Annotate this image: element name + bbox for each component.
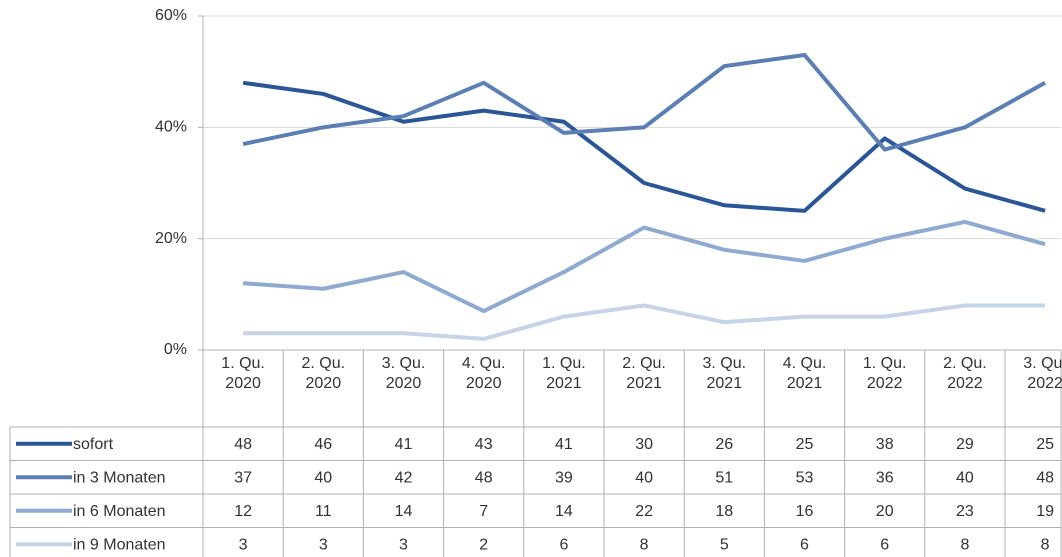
x-tick-label: 4. Qu. 2020 [461,355,506,392]
legend-label: sofort [73,436,114,453]
table-value: 11 [315,503,332,520]
table-value: 30 [635,436,653,453]
table-value: 6 [800,536,809,553]
table-value: 48 [1036,469,1054,486]
table-value: 5 [720,536,729,553]
x-tick-label: 4. Qu. 2021 [782,355,827,392]
table-value: 43 [475,436,493,453]
table-value: 42 [395,469,413,486]
x-tick-label: 2. Qu. 2020 [301,355,346,392]
table-value: 20 [876,503,894,520]
table-value: 19 [1036,503,1054,520]
table-value: 39 [555,469,573,486]
x-tick-label: 1. Qu. 2021 [542,355,586,392]
x-tick-label: 3. Qu. 2020 [381,355,426,392]
table-value: 37 [234,469,252,486]
table-value: 48 [234,436,252,453]
table-value: 18 [715,503,733,520]
table-value: 3 [239,536,248,553]
series-line [242,52,1047,152]
table-value: 36 [876,469,894,486]
table-value: 7 [479,503,488,520]
table-value: 48 [475,469,493,486]
table-value: 2 [479,536,488,553]
table-value: 46 [314,436,332,453]
legend-label: in 6 Monaten [73,503,166,520]
table-value: 8 [1041,536,1050,553]
table-value: 8 [960,536,969,553]
table-value: 29 [956,436,974,453]
table-value: 3 [399,536,408,553]
table-value: 22 [635,503,653,520]
x-tick-label: 2. Qu. 2021 [622,355,666,392]
table-value: 38 [876,436,894,453]
x-tick-label: 3. Qu. 2022 [1023,355,1062,392]
table-value: 6 [559,536,568,553]
x-tick-label: 3. Qu. 2021 [702,355,747,392]
table-value: 14 [395,503,413,520]
x-tick-label: 2. Qu. 2022 [943,355,987,392]
table-value: 25 [796,436,814,453]
table-value: 8 [640,536,649,553]
y-tick-label: 0% [164,341,187,358]
y-tick-label: 40% [155,119,187,136]
table-value: 23 [956,503,974,520]
legend-label: in 3 Monaten [73,469,166,486]
table-value: 25 [1036,436,1054,453]
table-value: 14 [555,503,573,520]
table-value: 40 [635,469,653,486]
legend-label: in 9 Monaten [73,536,166,553]
table-value: 16 [796,503,814,520]
y-tick-label: 60% [155,7,187,24]
table-value: 12 [234,503,252,520]
table-value: 40 [314,469,332,486]
table-value: 53 [796,469,814,486]
y-tick-label: 20% [155,230,187,247]
table-value: 41 [555,436,573,453]
series-line [242,219,1046,314]
table-value: 41 [395,436,413,453]
table-value: 26 [715,436,733,453]
table-value: 6 [880,536,889,553]
x-tick-label: 1. Qu. 2020 [221,355,265,392]
table-value: 51 [715,469,733,486]
table-value: 3 [319,536,328,553]
series-line [243,303,1046,341]
table-value: 40 [956,469,974,486]
series-line [242,80,1046,213]
x-tick-label: 1. Qu. 2022 [862,355,907,392]
